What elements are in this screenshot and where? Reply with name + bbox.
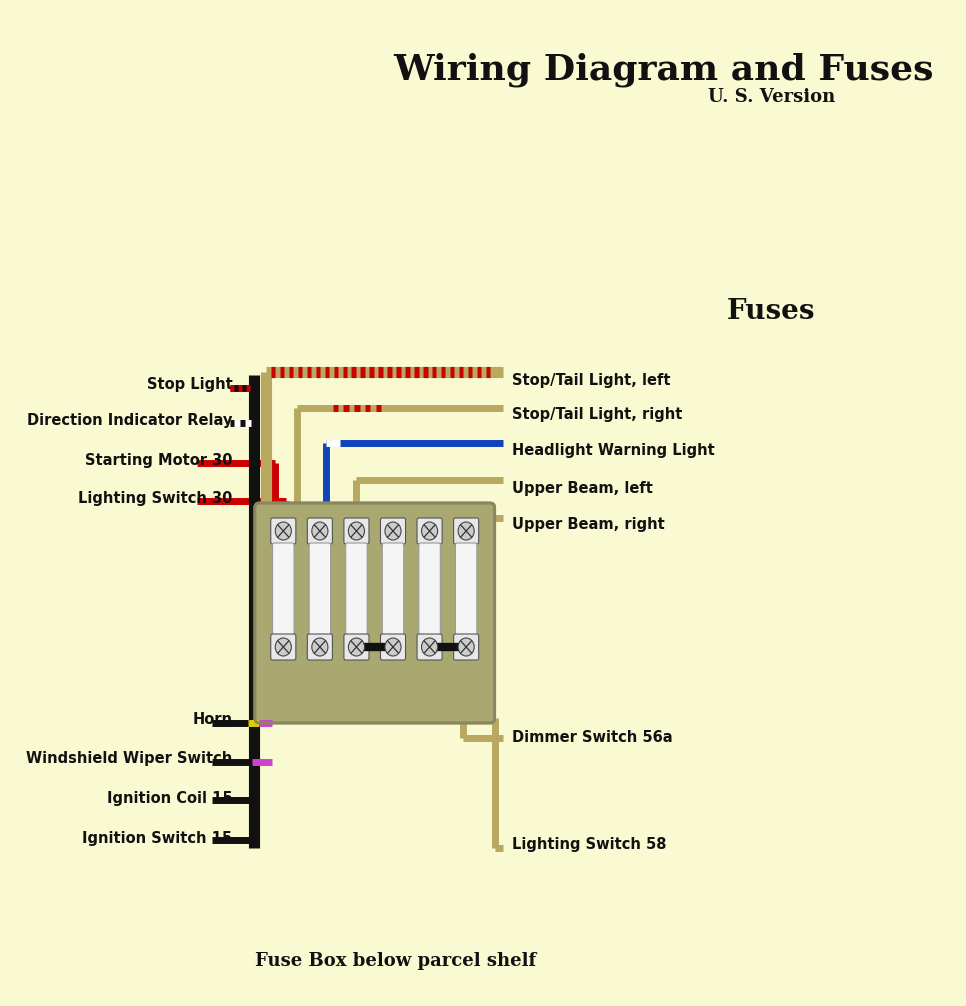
Text: Lighting Switch 58: Lighting Switch 58 xyxy=(512,838,667,852)
FancyBboxPatch shape xyxy=(417,634,442,660)
FancyBboxPatch shape xyxy=(272,543,294,635)
Text: Horn: Horn xyxy=(192,712,233,727)
Text: Upper Beam, left: Upper Beam, left xyxy=(512,481,653,496)
Circle shape xyxy=(385,522,401,540)
FancyBboxPatch shape xyxy=(309,543,330,635)
Text: Starting Motor 30: Starting Motor 30 xyxy=(85,453,233,468)
FancyBboxPatch shape xyxy=(419,543,440,635)
Circle shape xyxy=(275,522,292,540)
Text: Fuses: Fuses xyxy=(727,298,815,325)
FancyBboxPatch shape xyxy=(383,543,404,635)
FancyBboxPatch shape xyxy=(270,518,296,544)
Text: Ignition Switch 15: Ignition Switch 15 xyxy=(82,831,233,845)
FancyBboxPatch shape xyxy=(270,634,296,660)
FancyBboxPatch shape xyxy=(346,543,367,635)
Circle shape xyxy=(421,638,438,656)
FancyBboxPatch shape xyxy=(455,543,477,635)
Circle shape xyxy=(349,522,364,540)
FancyBboxPatch shape xyxy=(381,518,406,544)
FancyBboxPatch shape xyxy=(307,518,332,544)
Text: Upper Beam, right: Upper Beam, right xyxy=(512,517,665,532)
Text: Headlight Warning Light: Headlight Warning Light xyxy=(512,443,715,458)
Text: Stop Light: Stop Light xyxy=(147,377,233,392)
Text: Direction Indicator Relay: Direction Indicator Relay xyxy=(27,412,233,428)
Text: Wiring Diagram and Fuses: Wiring Diagram and Fuses xyxy=(393,52,934,87)
Circle shape xyxy=(458,522,474,540)
FancyBboxPatch shape xyxy=(255,503,495,723)
Circle shape xyxy=(349,638,364,656)
Text: Stop/Tail Light, right: Stop/Tail Light, right xyxy=(512,407,682,423)
Circle shape xyxy=(275,638,292,656)
FancyBboxPatch shape xyxy=(417,518,442,544)
FancyBboxPatch shape xyxy=(344,634,369,660)
FancyBboxPatch shape xyxy=(454,518,479,544)
Text: Fuse Box below parcel shelf: Fuse Box below parcel shelf xyxy=(255,952,536,970)
Circle shape xyxy=(421,522,438,540)
Text: Stop/Tail Light, left: Stop/Tail Light, left xyxy=(512,372,670,387)
Text: U. S. Version: U. S. Version xyxy=(708,88,835,106)
Circle shape xyxy=(385,638,401,656)
Text: Lighting Switch 30: Lighting Switch 30 xyxy=(78,491,233,505)
FancyBboxPatch shape xyxy=(344,518,369,544)
Text: Dimmer Switch 56a: Dimmer Switch 56a xyxy=(512,730,672,745)
Circle shape xyxy=(458,638,474,656)
Circle shape xyxy=(312,638,327,656)
Text: Windshield Wiper Switch: Windshield Wiper Switch xyxy=(26,750,233,766)
Text: Ignition Coil 15: Ignition Coil 15 xyxy=(107,791,233,806)
FancyBboxPatch shape xyxy=(381,634,406,660)
FancyBboxPatch shape xyxy=(454,634,479,660)
FancyBboxPatch shape xyxy=(307,634,332,660)
Circle shape xyxy=(312,522,327,540)
